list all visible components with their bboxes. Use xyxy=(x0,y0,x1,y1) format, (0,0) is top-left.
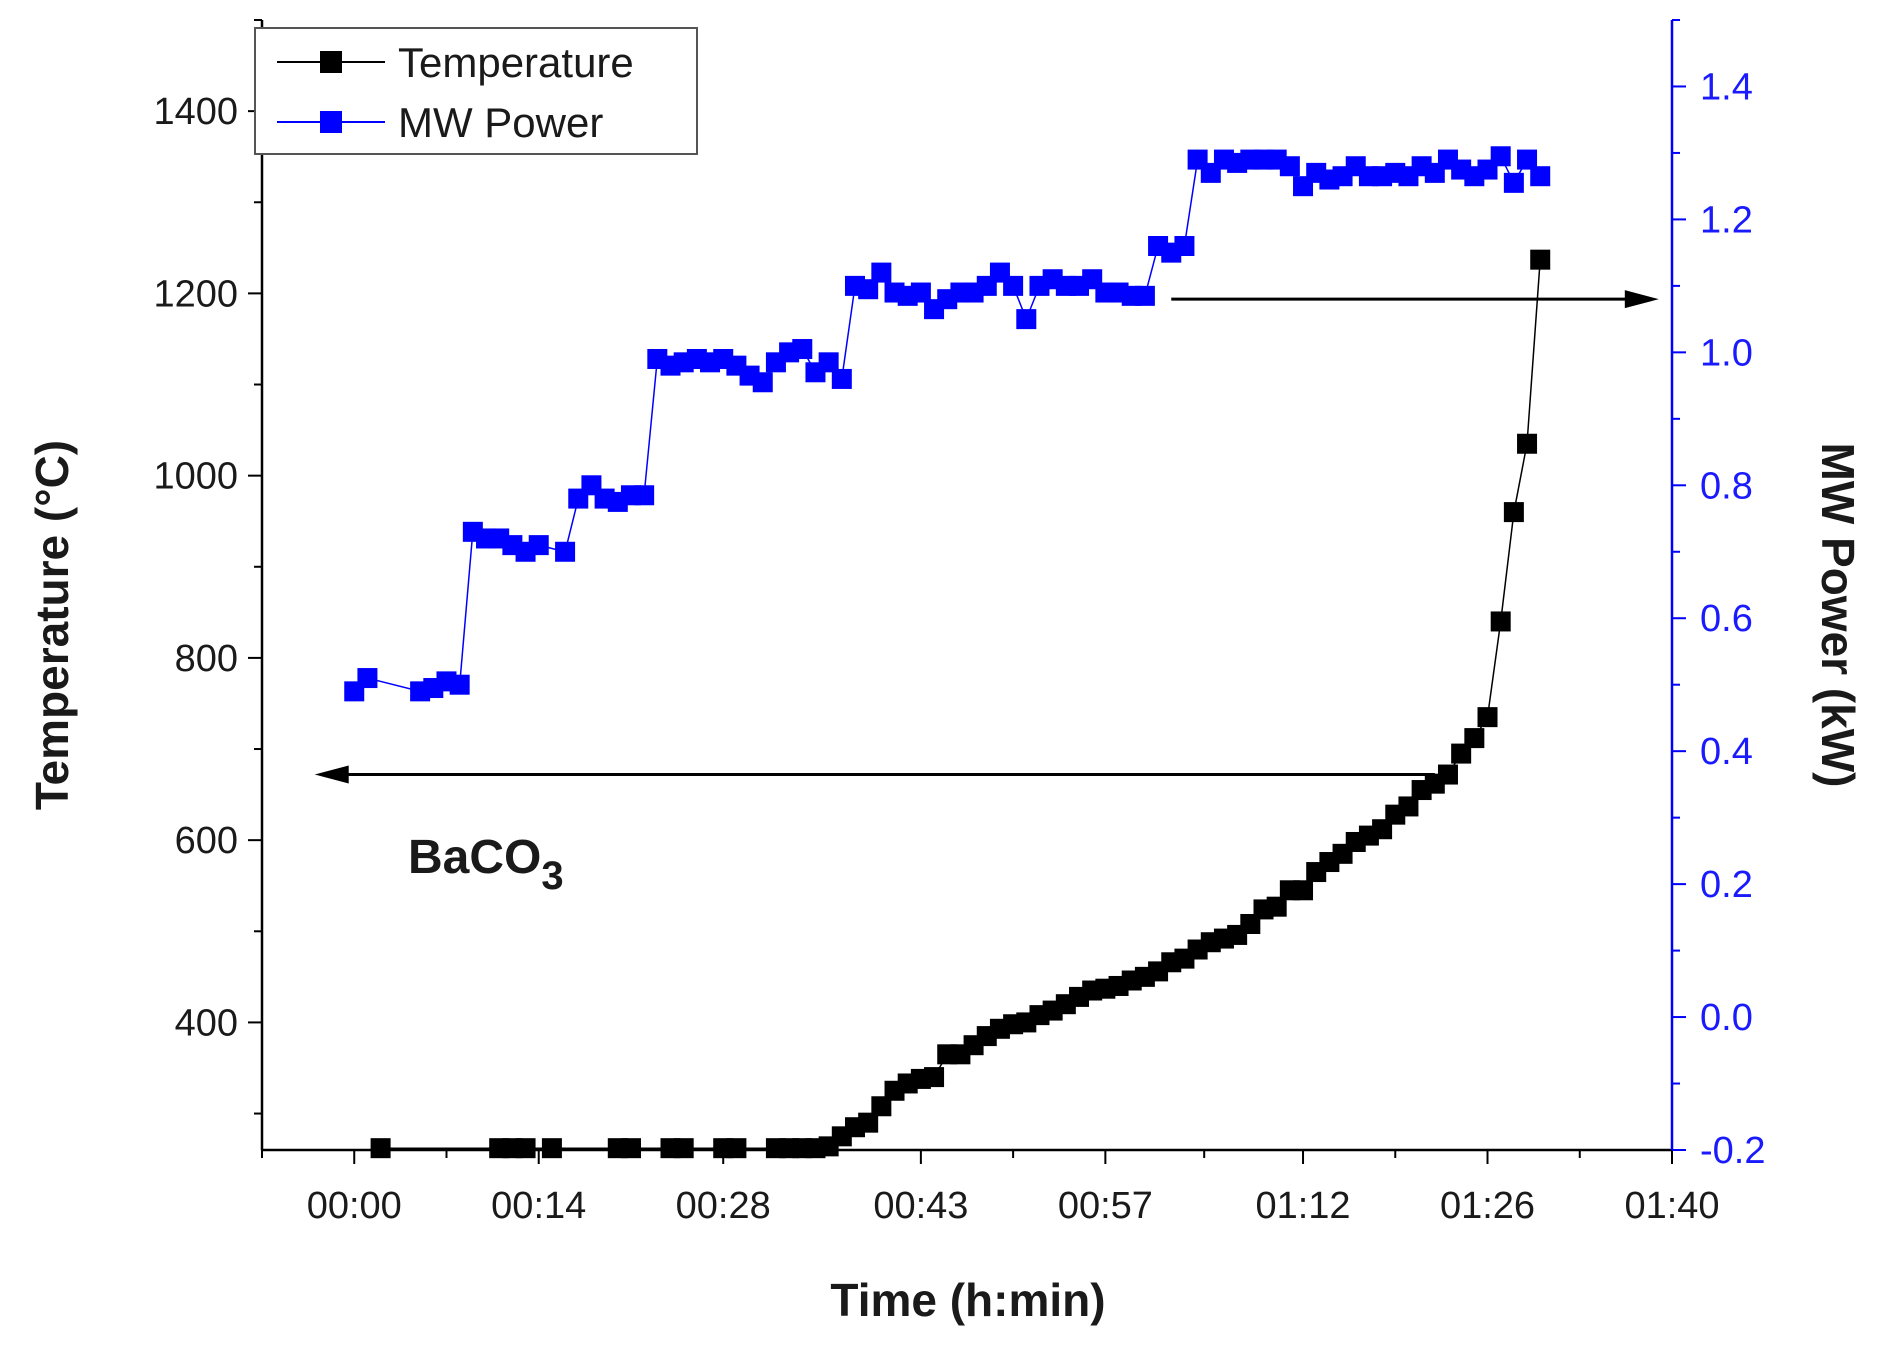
legend-marker-mw-power xyxy=(320,111,342,133)
temperature-point xyxy=(1477,707,1498,728)
axis-arrows xyxy=(314,290,1659,784)
x-axis-ticks: 00:00 00:14 00:28 00:43 00:57 01:12 01:26 01:40 xyxy=(261,1150,1720,1227)
arrow-head xyxy=(314,765,349,784)
left-y-tick-label: 600 xyxy=(175,820,238,862)
mw-power-point xyxy=(555,541,576,562)
mw-power-point xyxy=(1279,156,1300,177)
plot-frame xyxy=(260,20,1674,1152)
temperature-point xyxy=(541,1138,562,1159)
temperature-series xyxy=(370,249,1551,1159)
mw-power-point xyxy=(871,262,892,283)
x-tick-label: 01:26 xyxy=(1440,1185,1535,1227)
mw-power-point xyxy=(831,368,852,389)
mw-power-point xyxy=(1490,146,1511,167)
legend-label-temperature: Temperature xyxy=(398,39,634,86)
x-tick-label: 00:43 xyxy=(873,1185,968,1227)
mw-power-point xyxy=(357,668,378,689)
mw-power-point xyxy=(792,339,813,360)
right-y-tick-label: 0.6 xyxy=(1700,598,1753,640)
x-axis-title: Time (h:min) xyxy=(830,1274,1105,1326)
temperature-line xyxy=(380,259,1541,1149)
right-y-tick-label: -0.2 xyxy=(1700,1130,1765,1172)
mw-power-point xyxy=(1134,285,1155,306)
mw-power-line xyxy=(353,155,1541,693)
x-tick-label: 01:40 xyxy=(1624,1185,1719,1227)
mw-power-point xyxy=(1503,172,1524,193)
right-y-tick-label: 1.2 xyxy=(1700,199,1753,241)
temperature-point xyxy=(1293,880,1314,901)
mw-power-series xyxy=(344,146,1551,702)
legend-label-mw-power: MW Power xyxy=(398,99,603,146)
annotation-main-text: BaCO xyxy=(408,831,541,884)
mw-power-point xyxy=(858,279,879,300)
temperature-point xyxy=(858,1112,879,1133)
left-y-tick-label: 1200 xyxy=(153,273,238,315)
temperature-point xyxy=(1266,896,1287,917)
mw-power-point xyxy=(1517,149,1538,170)
left-y-axis-ticks: 400 600 800 1000 1200 1400 xyxy=(153,19,262,1115)
right-y-tick-label: 1.0 xyxy=(1700,332,1753,374)
mw-power-point xyxy=(910,282,931,303)
legend-box: Temperature MW Power xyxy=(254,27,698,155)
legend-marker-temperature xyxy=(320,51,342,73)
temperature-point xyxy=(871,1096,892,1117)
bacO3-annotation: BaCO3 xyxy=(408,831,564,898)
right-y-tick-label: 0.4 xyxy=(1700,731,1753,773)
temperature-point xyxy=(673,1138,694,1159)
temperature-point xyxy=(1503,502,1524,523)
temperature-point xyxy=(726,1138,747,1159)
right-y-tick-label: 0.8 xyxy=(1700,465,1753,507)
temperature-point xyxy=(1398,796,1419,817)
left-y-tick-label: 1000 xyxy=(153,456,238,498)
temperature-point xyxy=(1490,611,1511,632)
mw-power-point xyxy=(1174,236,1195,256)
right-y-axis-title: MW Power (kW) xyxy=(1812,443,1864,788)
x-tick-label: 00:28 xyxy=(676,1185,771,1227)
temperature-point xyxy=(1451,743,1472,764)
temperature-point xyxy=(1464,728,1485,749)
x-tick-label: 00:57 xyxy=(1058,1185,1153,1227)
left-y-tick-label: 800 xyxy=(175,638,238,680)
right-y-tick-label: 0.0 xyxy=(1700,997,1753,1039)
mw-power-point xyxy=(634,485,655,506)
x-tick-label: 01:12 xyxy=(1255,1185,1350,1227)
x-tick-label: 00:00 xyxy=(307,1185,402,1227)
temperature-point xyxy=(1437,764,1458,785)
arrow-head xyxy=(1624,290,1659,309)
right-y-tick-label: 0.2 xyxy=(1700,864,1753,906)
mw-power-point xyxy=(1003,275,1024,296)
mw-power-point xyxy=(1016,309,1037,330)
temperature-point xyxy=(924,1067,945,1088)
mw-power-point xyxy=(818,352,839,373)
right-y-tick-label: 1.4 xyxy=(1700,66,1753,108)
temperature-point xyxy=(515,1138,536,1159)
left-y-tick-label: 400 xyxy=(175,1002,238,1044)
x-tick-label: 00:14 xyxy=(491,1185,586,1227)
temperature-point xyxy=(1530,249,1551,270)
temperature-point xyxy=(620,1138,641,1159)
temperature-point xyxy=(370,1138,391,1159)
left-y-axis-title: Temperature (°C) xyxy=(26,440,78,810)
annotation-subscript: 3 xyxy=(541,854,563,898)
mw-power-point xyxy=(752,372,773,393)
mw-power-point xyxy=(449,674,470,695)
left-y-tick-label: 1400 xyxy=(153,91,238,133)
right-y-axis-ticks: -0.2 0.0 0.2 0.4 0.6 0.8 1.0 1.2 1.4 xyxy=(1672,19,1765,1172)
mw-power-point xyxy=(528,535,549,556)
mw-power-point xyxy=(1530,166,1551,187)
temperature-point xyxy=(1517,433,1538,454)
